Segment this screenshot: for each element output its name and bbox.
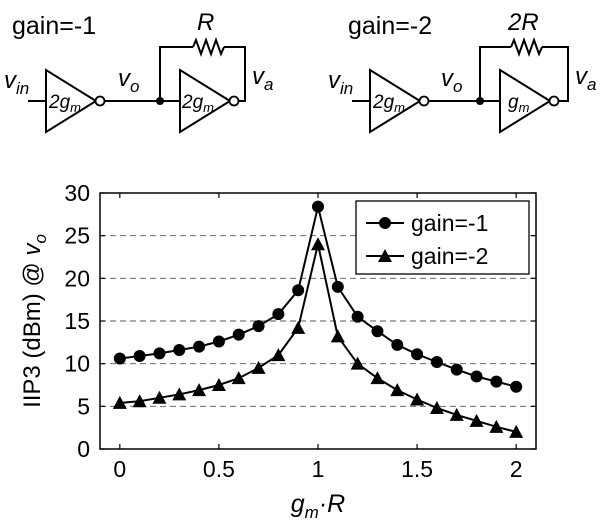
- amplifier-1-gain: 2gm: [372, 92, 405, 115]
- legend-label-gain-minus-1: gain=-1: [411, 210, 488, 236]
- y-tick-label: 30: [64, 180, 90, 206]
- y-tick-label: 10: [64, 351, 90, 377]
- inverter-bubble: [94, 95, 106, 107]
- data-point-circle: [292, 284, 305, 297]
- data-point-circle: [450, 363, 463, 376]
- input-label: vin: [4, 67, 29, 98]
- x-tick-label: 0: [113, 456, 126, 482]
- data-point-circle: [232, 328, 245, 341]
- y-tick-label: 20: [64, 265, 90, 291]
- axis-ticks: 0 5 10 15 20 25 30 0 0.5 1 1.5 2: [64, 180, 536, 482]
- schematic-title: gain=-2: [348, 12, 432, 40]
- data-point-circle: [391, 338, 404, 351]
- data-point-circle: [351, 310, 364, 323]
- data-point-triangle: [291, 320, 306, 334]
- data-point-circle: [411, 348, 424, 361]
- input-label: vin: [328, 67, 353, 98]
- iip3-chart: 0 5 10 15 20 25 30 0 0.5 1 1.5 2 IIP3 (dBm) @ vo gm…: [19, 180, 537, 522]
- legend-marker-triangle: [378, 249, 392, 262]
- y-tick-label: 15: [64, 308, 90, 334]
- data-point-triangle: [251, 360, 266, 374]
- data-point-circle: [371, 325, 384, 338]
- feedback-label: R: [197, 9, 214, 36]
- x-tick-label: 1.5: [401, 456, 433, 482]
- data-series: [112, 200, 524, 438]
- feedback-wire-right: [224, 46, 246, 102]
- data-point-triangle: [192, 383, 207, 397]
- schematic-gain-minus-1: gain=-1 vin 2gm vo R 2gm va: [4, 9, 273, 134]
- data-point-circle: [510, 380, 523, 393]
- y-axis-label: IIP3 (dBm) @ vo: [19, 234, 50, 408]
- inverter-bubble: [548, 95, 560, 107]
- data-point-triangle: [350, 356, 365, 370]
- inverter-bubble: [228, 95, 240, 107]
- x-tick-label: 2: [510, 456, 523, 482]
- mid-node-label: vo: [441, 65, 462, 96]
- data-point-circle: [113, 352, 126, 365]
- data-point-triangle: [509, 424, 524, 438]
- data-point-triangle: [449, 407, 464, 421]
- inverter-bubble: [418, 95, 430, 107]
- data-point-triangle: [370, 371, 385, 385]
- data-point-triangle: [132, 394, 147, 408]
- data-point-circle: [173, 344, 186, 357]
- data-point-circle: [272, 308, 285, 321]
- data-point-circle: [331, 280, 344, 293]
- schematic-title: gain=-1: [12, 12, 96, 40]
- amplifier-2-triangle: [499, 68, 552, 134]
- mid-node-label: vo: [118, 65, 139, 96]
- data-point-circle: [153, 347, 166, 360]
- x-tick-label: 1: [312, 456, 325, 482]
- output-label: va: [252, 63, 273, 94]
- data-point-triangle: [172, 387, 187, 401]
- y-tick-label: 25: [64, 223, 90, 249]
- data-point-circle: [312, 200, 324, 213]
- data-point-circle: [490, 375, 503, 388]
- data-point-triangle: [410, 392, 425, 406]
- x-tick-label: 0.5: [203, 456, 235, 482]
- data-point-triangle: [469, 413, 484, 427]
- legend: gain=-1 gain=-2: [355, 200, 530, 275]
- data-point-triangle: [112, 395, 127, 409]
- data-point-circle: [193, 340, 206, 353]
- data-point-triangle: [311, 237, 325, 251]
- data-point-triangle: [390, 383, 405, 397]
- y-tick-label: 0: [77, 436, 90, 462]
- legend-label-gain-minus-2: gain=-2: [411, 243, 488, 269]
- schematic-gain-minus-2: gain=-2 vin 2gm vo 2R gm va: [328, 9, 596, 134]
- amplifier-2-gain: gm: [508, 92, 530, 115]
- amplifier-1-gain: 2gm: [48, 92, 81, 115]
- data-point-circle: [252, 320, 265, 333]
- legend-marker-circle: [379, 217, 391, 229]
- feedback-resistor: [510, 37, 543, 57]
- x-axis-label: gm·R: [291, 490, 345, 522]
- feedback-label: 2R: [507, 9, 539, 36]
- data-point-circle: [133, 349, 146, 362]
- data-point-triangle: [271, 348, 286, 362]
- amplifier-1-triangle: [45, 68, 98, 134]
- feedback-wire-left: [479, 46, 511, 101]
- feedback-resistor: [192, 37, 225, 57]
- feedback-wire-left: [159, 46, 193, 101]
- y-tick-label: 5: [77, 393, 90, 419]
- data-point-triangle: [231, 371, 246, 385]
- data-point-triangle: [489, 419, 504, 433]
- amplifier-2-triangle: [179, 68, 232, 134]
- data-point-triangle: [429, 401, 444, 415]
- amplifier-2-gain: 2gm: [181, 92, 214, 115]
- output-label: va: [575, 63, 596, 94]
- data-point-triangle: [152, 390, 167, 404]
- data-point-circle: [430, 355, 443, 368]
- feedback-wire-right: [542, 46, 569, 102]
- data-point-circle: [470, 370, 483, 383]
- data-point-triangle: [330, 329, 345, 343]
- amplifier-1-triangle: [369, 68, 422, 134]
- data-point-triangle: [211, 378, 226, 391]
- data-point-circle: [212, 335, 225, 348]
